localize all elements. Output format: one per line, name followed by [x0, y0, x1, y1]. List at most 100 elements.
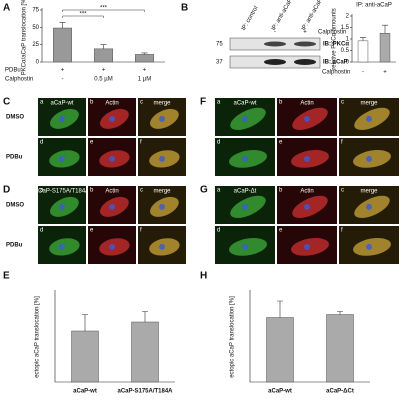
micrograph-letter: d [40, 228, 43, 234]
treatment-sign: - [274, 30, 276, 36]
column-label: merge [153, 101, 171, 107]
bar [71, 330, 99, 383]
error-bar [59, 22, 66, 29]
nucleus [159, 115, 165, 122]
nucleus [242, 115, 248, 122]
y-axis-label: ectopic aCaP translocation [%] [230, 296, 236, 378]
bar [94, 48, 113, 63]
x-tick-label: aCaP-wt [73, 389, 97, 395]
bar [266, 317, 294, 383]
nucleus [304, 203, 310, 210]
lane-label: IP: anti-aCaP [271, 0, 294, 32]
y-tick-label: 0 [36, 60, 40, 66]
nucleus [366, 203, 372, 210]
panel-letter: A [3, 3, 10, 14]
micrograph-letter: d [40, 140, 43, 146]
nucleus [59, 203, 65, 210]
nucleus [242, 155, 248, 162]
row-value: + [143, 68, 147, 74]
row-label: PDBu [6, 243, 23, 249]
column-label: merge [360, 101, 378, 107]
significance-bracket [62, 9, 145, 12]
row-value: - [362, 70, 364, 76]
nucleus [109, 115, 115, 122]
column-label: Actin [300, 189, 313, 195]
nucleus [366, 155, 372, 162]
y-tick-label: 50 [32, 25, 39, 31]
row-label: PDBu [6, 155, 23, 161]
nucleus [366, 115, 372, 122]
row-label: DMSO [6, 115, 24, 121]
error-bar [382, 24, 388, 34]
panel-letter: F [200, 97, 206, 108]
nucleus [109, 243, 115, 250]
y-axis-label: relative PKCα amounts [332, 8, 338, 70]
y-tick-label: 75 [32, 8, 39, 14]
micrograph-letter: f [140, 228, 142, 234]
row-value: 0.5 µM [94, 77, 112, 83]
nucleus [242, 243, 248, 250]
nucleus [159, 203, 165, 210]
y-tick-label: 2 [346, 14, 350, 20]
treatment-label: Calphostin [318, 30, 346, 36]
bar [53, 27, 72, 63]
row-value: + [102, 68, 106, 74]
nucleus [366, 243, 372, 250]
y-tick-label: 0 [346, 60, 350, 66]
nucleus [109, 203, 115, 210]
micrograph-letter: e [279, 228, 283, 234]
y-tick-label: 0.5 [341, 48, 350, 54]
micrograph-letter: b [279, 100, 283, 106]
band [294, 41, 316, 47]
micrograph-letter: c [341, 100, 344, 106]
micrograph-letter: a [40, 100, 44, 106]
column-label: Actin [105, 101, 118, 107]
row-name: Calphostin [322, 70, 350, 76]
lane-label: IP: anti-aCaP [301, 0, 324, 32]
micrograph-letter: f [341, 228, 343, 234]
column-label: aCaP-wt [50, 101, 73, 107]
chart-title: IP: anti-aCaP [356, 3, 392, 9]
micrograph-letter: c [341, 188, 344, 194]
x-tick-label: aCaP-wt [268, 389, 292, 395]
y-tick-label: 1.5 [341, 25, 350, 31]
bar [379, 33, 391, 63]
column-label: Actin [300, 101, 313, 107]
panel-letter: C [3, 97, 10, 108]
column-label: merge [360, 189, 378, 195]
y-tick-label: 1 [346, 37, 350, 43]
error-bar [141, 52, 148, 55]
treatment-sign: + [303, 30, 307, 36]
y-tick-label: 25 [32, 42, 39, 48]
bar [357, 40, 369, 63]
error-bar [360, 37, 366, 41]
error-bar [142, 311, 148, 322]
micrograph-letter: a [217, 188, 221, 194]
significance-label: *** [79, 12, 87, 18]
row-value: 1 µM [138, 77, 151, 83]
nucleus [159, 243, 165, 250]
significance-label: *** [100, 6, 108, 12]
band [264, 59, 286, 65]
panel-letter: D [3, 185, 10, 196]
blot-label: IB: PKCα [323, 42, 349, 48]
micrograph-letter: d [217, 228, 220, 234]
column-label: Actin [105, 189, 118, 195]
micrograph-letter: d [217, 140, 220, 146]
row-label: DMSO [6, 203, 24, 209]
x-tick-label: aCaP-ΔCt [326, 389, 354, 395]
x-tick-label: aCaP-S175A/T184A [117, 389, 173, 395]
y-axis-label: ectopic aCaP translocation [%] [35, 296, 41, 378]
nucleus [59, 155, 65, 162]
nucleus [59, 115, 65, 122]
micrograph-letter: e [90, 228, 94, 234]
micrograph-letter: c [140, 100, 143, 106]
error-bar [277, 300, 283, 318]
micrograph-letter: a [40, 188, 44, 194]
micrograph-letter: b [90, 188, 94, 194]
panel-letter: H [200, 271, 207, 282]
blot-label: IB: aCaP [323, 60, 348, 66]
nucleus [304, 155, 310, 162]
nucleus [159, 155, 165, 162]
